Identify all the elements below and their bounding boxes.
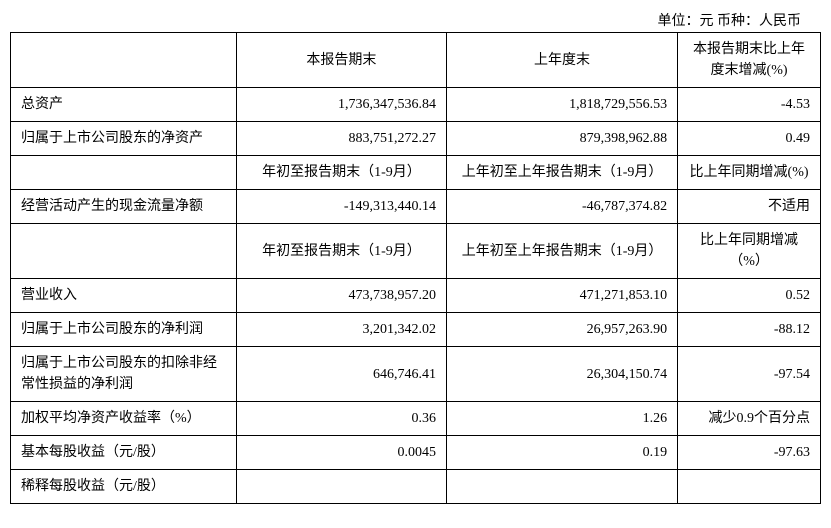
cell-value: -4.53 (678, 88, 821, 122)
cell-value: 646,746.41 (236, 347, 446, 402)
row-label-net-assets: 归属于上市公司股东的净资产 (11, 122, 237, 156)
cell-value: 0.19 (446, 436, 677, 470)
cell-value: 879,398,962.88 (446, 122, 677, 156)
cell-value: 1,818,729,556.53 (446, 88, 677, 122)
cell-value: 1.26 (446, 402, 677, 436)
table-row: 归属于上市公司股东的净利润 3,201,342.02 26,957,263.90… (11, 313, 821, 347)
cell-value: -97.63 (678, 436, 821, 470)
cell-value: 883,751,272.27 (236, 122, 446, 156)
table-row: 经营活动产生的现金流量净额 -149,313,440.14 -46,787,37… (11, 190, 821, 224)
subheader-yoy-change: 比上年同期增减（%） (678, 224, 821, 279)
table-row: 总资产 1,736,347,536.84 1,818,729,556.53 -4… (11, 88, 821, 122)
header-blank (11, 33, 237, 88)
row-label-total-assets: 总资产 (11, 88, 237, 122)
table-row: 基本每股收益（元/股） 0.0045 0.19 -97.63 (11, 436, 821, 470)
cell-value (678, 470, 821, 504)
header-change-pct: 本报告期末比上年度末增减(%) (678, 33, 821, 88)
cell-value: 3,201,342.02 (236, 313, 446, 347)
row-label-basic-eps: 基本每股收益（元/股） (11, 436, 237, 470)
cell-value: 0.0045 (236, 436, 446, 470)
cell-value (446, 470, 677, 504)
cell-value: 26,957,263.90 (446, 313, 677, 347)
cell-value: 0.36 (236, 402, 446, 436)
cell-value (236, 470, 446, 504)
header-prior-year-end: 上年度末 (446, 33, 677, 88)
unit-currency-line: 单位：元 币种：人民币 (10, 10, 821, 30)
subheader-yoy-change: 比上年同期增减(%) (678, 156, 821, 190)
table-row: 营业收入 473,738,957.20 471,271,853.10 0.52 (11, 279, 821, 313)
table-row: 归属于上市公司股东的净资产 883,751,272.27 879,398,962… (11, 122, 821, 156)
cell-value: -46,787,374.82 (446, 190, 677, 224)
cell-value: 1,736,347,536.84 (236, 88, 446, 122)
financial-table: 本报告期末 上年度末 本报告期末比上年度末增减(%) 总资产 1,736,347… (10, 32, 821, 504)
cell-value: 26,304,150.74 (446, 347, 677, 402)
cell-value: -149,313,440.14 (236, 190, 446, 224)
header-current-period-end: 本报告期末 (236, 33, 446, 88)
cell-value: 471,271,853.10 (446, 279, 677, 313)
subheader-ytd-current: 年初至报告期末（1-9月） (236, 224, 446, 279)
row-label-net-profit: 归属于上市公司股东的净利润 (11, 313, 237, 347)
cell-value: 减少0.9个百分点 (678, 402, 821, 436)
table-subheader-row: 年初至报告期末（1-9月） 上年初至上年报告期末（1-9月） 比上年同期增减(%… (11, 156, 821, 190)
table-row: 稀释每股收益（元/股） (11, 470, 821, 504)
row-label-diluted-eps: 稀释每股收益（元/股） (11, 470, 237, 504)
table-header-row: 本报告期末 上年度末 本报告期末比上年度末增减(%) (11, 33, 821, 88)
subheader-ytd-prior: 上年初至上年报告期末（1-9月） (446, 224, 677, 279)
subheader-ytd-prior: 上年初至上年报告期末（1-9月） (446, 156, 677, 190)
cell-value: 不适用 (678, 190, 821, 224)
cell-value: 0.52 (678, 279, 821, 313)
table-row: 加权平均净资产收益率（%） 0.36 1.26 减少0.9个百分点 (11, 402, 821, 436)
subheader-blank (11, 224, 237, 279)
row-label-roe: 加权平均净资产收益率（%） (11, 402, 237, 436)
cell-value: -97.54 (678, 347, 821, 402)
cell-value: 473,738,957.20 (236, 279, 446, 313)
row-label-net-profit-ex-nonrecurring: 归属于上市公司股东的扣除非经常性损益的净利润 (11, 347, 237, 402)
cell-value: 0.49 (678, 122, 821, 156)
row-label-operating-cashflow: 经营活动产生的现金流量净额 (11, 190, 237, 224)
subheader-blank (11, 156, 237, 190)
table-subheader-row: 年初至报告期末（1-9月） 上年初至上年报告期末（1-9月） 比上年同期增减（%… (11, 224, 821, 279)
row-label-revenue: 营业收入 (11, 279, 237, 313)
subheader-ytd-current: 年初至报告期末（1-9月） (236, 156, 446, 190)
cell-value: -88.12 (678, 313, 821, 347)
table-row: 归属于上市公司股东的扣除非经常性损益的净利润 646,746.41 26,304… (11, 347, 821, 402)
